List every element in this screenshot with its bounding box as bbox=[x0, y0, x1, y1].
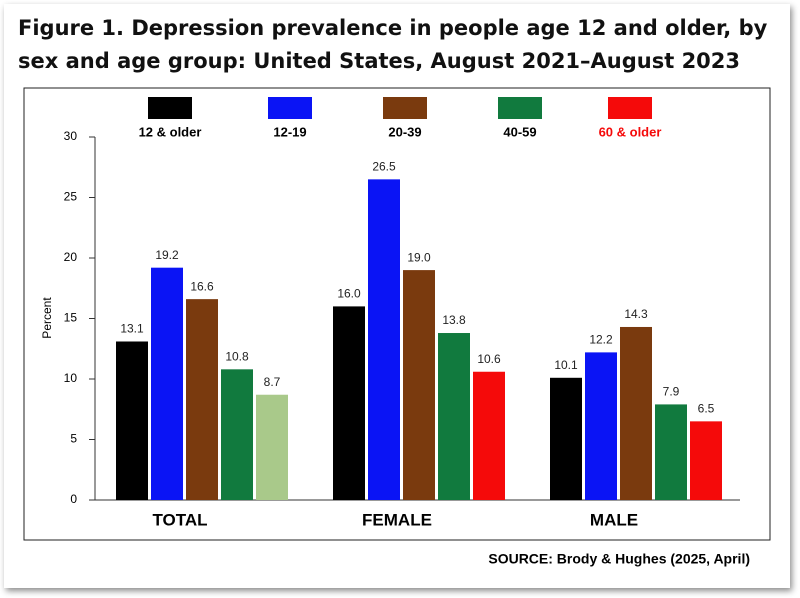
legend-swatch bbox=[268, 97, 312, 119]
bar bbox=[116, 341, 148, 500]
bar bbox=[655, 404, 687, 500]
chart-frame bbox=[23, 87, 771, 541]
y-tick-label: 25 bbox=[64, 190, 78, 204]
y-tick-label: 20 bbox=[64, 250, 78, 264]
bar bbox=[620, 326, 652, 500]
bar bbox=[151, 267, 183, 500]
legend-label: 40-59 bbox=[503, 124, 536, 139]
value-label: 16.0 bbox=[337, 287, 361, 301]
chart-title: Figure 1. Depression prevalence in peopl… bbox=[18, 16, 768, 73]
value-label: 13.8 bbox=[442, 313, 466, 327]
legend-label: 12-19 bbox=[273, 124, 306, 139]
legend-label: 20-39 bbox=[388, 124, 421, 139]
source: SOURCE: Brody & Hughes (2025, April) bbox=[488, 551, 750, 567]
y-axis-label: Percent bbox=[40, 297, 54, 339]
value-label: 26.5 bbox=[372, 160, 396, 174]
value-label: 16.6 bbox=[190, 279, 214, 293]
legend-swatch bbox=[608, 97, 652, 119]
legend-label: 12 & older bbox=[139, 124, 202, 139]
value-label: 19.0 bbox=[407, 250, 431, 264]
bar bbox=[186, 299, 218, 500]
y-tick-label: 0 bbox=[70, 492, 77, 506]
bar bbox=[221, 369, 253, 500]
value-label: 6.5 bbox=[698, 402, 715, 416]
y-tick-label: 30 bbox=[64, 129, 78, 143]
y-tick-label: 15 bbox=[64, 311, 78, 325]
legend-swatch bbox=[148, 97, 192, 119]
bar bbox=[690, 421, 722, 500]
bar bbox=[473, 371, 505, 500]
y-tick-label: 5 bbox=[70, 432, 77, 446]
y-tick-label: 10 bbox=[64, 371, 78, 385]
legend-swatch bbox=[498, 97, 542, 119]
value-label: 10.1 bbox=[554, 358, 578, 372]
legend-swatch bbox=[383, 97, 427, 119]
value-label: 13.1 bbox=[120, 322, 144, 336]
value-label: 19.2 bbox=[155, 248, 179, 262]
x-tick-label: TOTAL bbox=[152, 510, 207, 529]
value-label: 10.8 bbox=[225, 349, 249, 363]
value-label: 14.3 bbox=[624, 307, 648, 321]
bar bbox=[438, 333, 470, 500]
x-tick-label: FEMALE bbox=[362, 510, 432, 529]
value-label: 10.6 bbox=[477, 352, 501, 366]
legend-label: 60 & older bbox=[599, 124, 662, 139]
bar bbox=[585, 352, 617, 500]
x-tick-label: MALE bbox=[590, 510, 638, 529]
value-label: 12.2 bbox=[589, 333, 613, 347]
value-label: 7.9 bbox=[663, 385, 680, 399]
bar bbox=[368, 179, 400, 500]
value-label: 8.7 bbox=[264, 375, 281, 389]
bar bbox=[403, 270, 435, 500]
bar bbox=[550, 377, 582, 500]
bar bbox=[333, 306, 365, 500]
bar bbox=[256, 394, 288, 500]
